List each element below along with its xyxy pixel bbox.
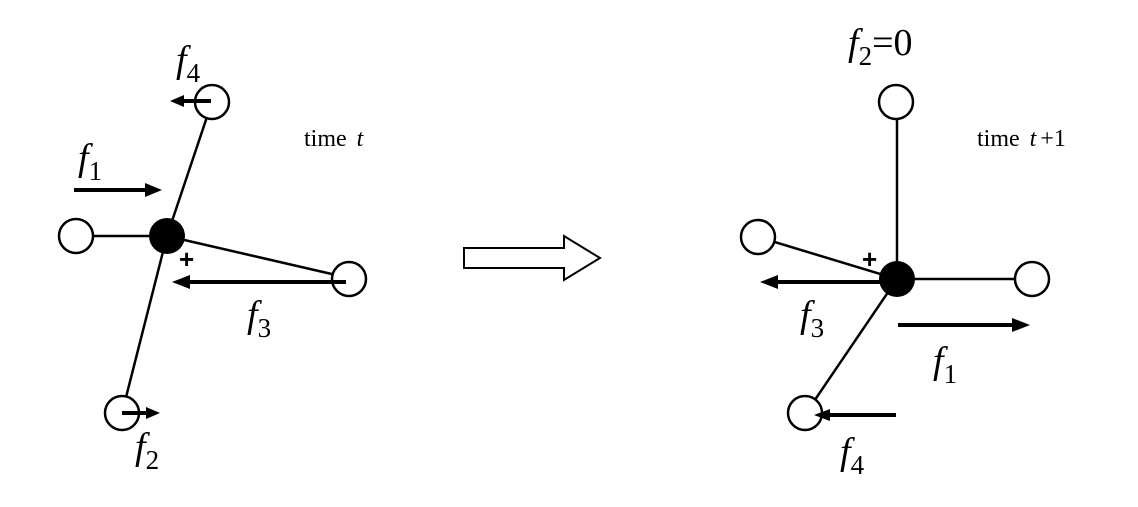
left-label-f4: f4 (176, 39, 201, 88)
right-bond-upper-left (757, 235, 898, 281)
transition-arrow (463, 234, 602, 282)
right-bond-lower-left (804, 278, 899, 414)
right-node-upper-left (739, 218, 777, 256)
right-node-top (877, 83, 915, 121)
right-label-f4: f4 (840, 431, 865, 480)
right-label-f1: f1 (933, 340, 957, 389)
right-time-label: time t +1 (977, 126, 1066, 152)
right-label-f2: f2=0 (848, 22, 913, 71)
right-arrowhead-f1 (1012, 318, 1030, 332)
left-arrowhead-f2 (146, 407, 160, 419)
right-center-node (879, 261, 915, 297)
right-panel: f2=0 f3 f1 f4 + time t +1 (739, 22, 1066, 480)
left-label-f1: f1 (78, 137, 102, 186)
left-node-right (330, 260, 368, 298)
left-time-label: time t (304, 126, 365, 152)
right-label-f3: f3 (800, 294, 824, 343)
right-node-lower-left (786, 394, 824, 432)
left-plus-sign: + (179, 244, 194, 274)
left-bond-bottom (120, 235, 169, 414)
right-plus-sign: + (862, 244, 877, 274)
left-arrowhead-f3 (172, 275, 190, 289)
left-arrowhead-f4 (170, 95, 184, 107)
left-label-f3: f3 (247, 294, 271, 343)
right-node-right (1013, 260, 1051, 298)
left-node-left (57, 217, 95, 255)
left-bond-right (166, 234, 350, 280)
left-arrowhead-f1 (145, 183, 162, 197)
left-panel: f4 f1 f3 f2 + time t (57, 39, 368, 475)
left-bond-top (165, 101, 214, 237)
right-arrowhead-f4 (814, 409, 830, 421)
left-center-node (149, 218, 185, 254)
right-arrowhead-f3 (760, 275, 778, 289)
left-label-f2: f2 (135, 426, 159, 475)
